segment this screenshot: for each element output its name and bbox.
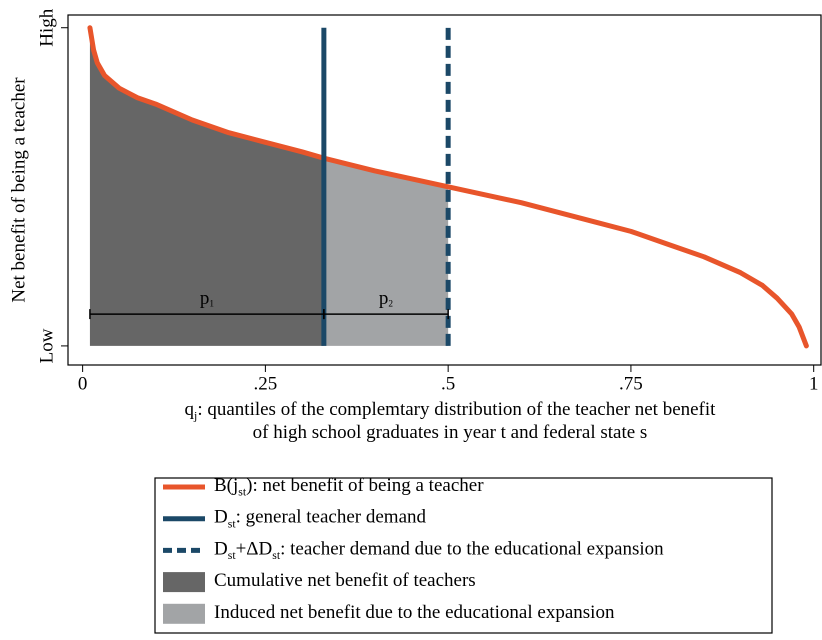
legend-label: Cumulative net benefit of teachers xyxy=(214,570,476,591)
text-segment: ): net benefit of being a teacher xyxy=(246,475,484,496)
text-segment: 2 xyxy=(388,300,393,310)
text-segment: Cumulative net benefit of teachers xyxy=(214,570,476,591)
x-axis-title: qj: quantiles of the complemtary distrib… xyxy=(185,399,717,422)
text-segment: D xyxy=(214,507,228,528)
legend-label: B(jst): net benefit of being a teacher xyxy=(214,475,484,498)
text-segment: st xyxy=(238,485,247,498)
x-tick-label: .75 xyxy=(619,373,643,394)
plot-frame xyxy=(67,14,822,366)
area xyxy=(323,158,449,346)
y-tick-label: High xyxy=(36,8,57,47)
area xyxy=(89,27,324,346)
x-tick-label: 1 xyxy=(809,373,819,394)
text-segment: p xyxy=(379,288,389,309)
text-segment: D xyxy=(214,539,228,560)
text-segment: 1 xyxy=(209,300,214,310)
text-segment: j xyxy=(193,409,197,422)
text-segment: p xyxy=(200,288,210,309)
legend-label: Dst: general teacher demand xyxy=(214,507,427,530)
x-tick-label: .5 xyxy=(441,373,455,394)
text-segment: of high school graduates in year t and f… xyxy=(253,422,648,443)
legend-box xyxy=(154,477,773,634)
text-segment: : quantiles of the complemtary distribut… xyxy=(197,399,716,420)
x-tick-label: .25 xyxy=(254,373,278,394)
legend-label: Dst+ΔDst: teacher demand due to the educ… xyxy=(214,539,664,562)
text-segment: : general teacher demand xyxy=(236,507,427,528)
text-segment: : teacher demand due to the educational … xyxy=(280,539,664,560)
y-axis-title: Net benefit of being a teacher xyxy=(8,77,29,303)
text-segment: B(j xyxy=(214,475,238,496)
text-segment: +ΔD xyxy=(236,539,273,560)
text-segment: st xyxy=(272,549,281,562)
line xyxy=(87,25,809,349)
x-tick-label: 0 xyxy=(78,373,88,394)
legend-label: Induced net benefit due to the education… xyxy=(214,602,615,623)
bracket-label: p2 xyxy=(379,288,394,309)
text-segment: Induced net benefit due to the education… xyxy=(214,602,615,623)
text-segment: st xyxy=(228,517,237,530)
y-tick-label: Low xyxy=(36,328,57,363)
text-segment: st xyxy=(228,549,237,562)
legend-swatch xyxy=(163,603,205,624)
bracket-label: p1 xyxy=(200,288,215,309)
text-segment: q xyxy=(185,399,195,420)
legend-swatch xyxy=(163,572,205,593)
x-axis-title: of high school graduates in year t and f… xyxy=(253,422,648,443)
